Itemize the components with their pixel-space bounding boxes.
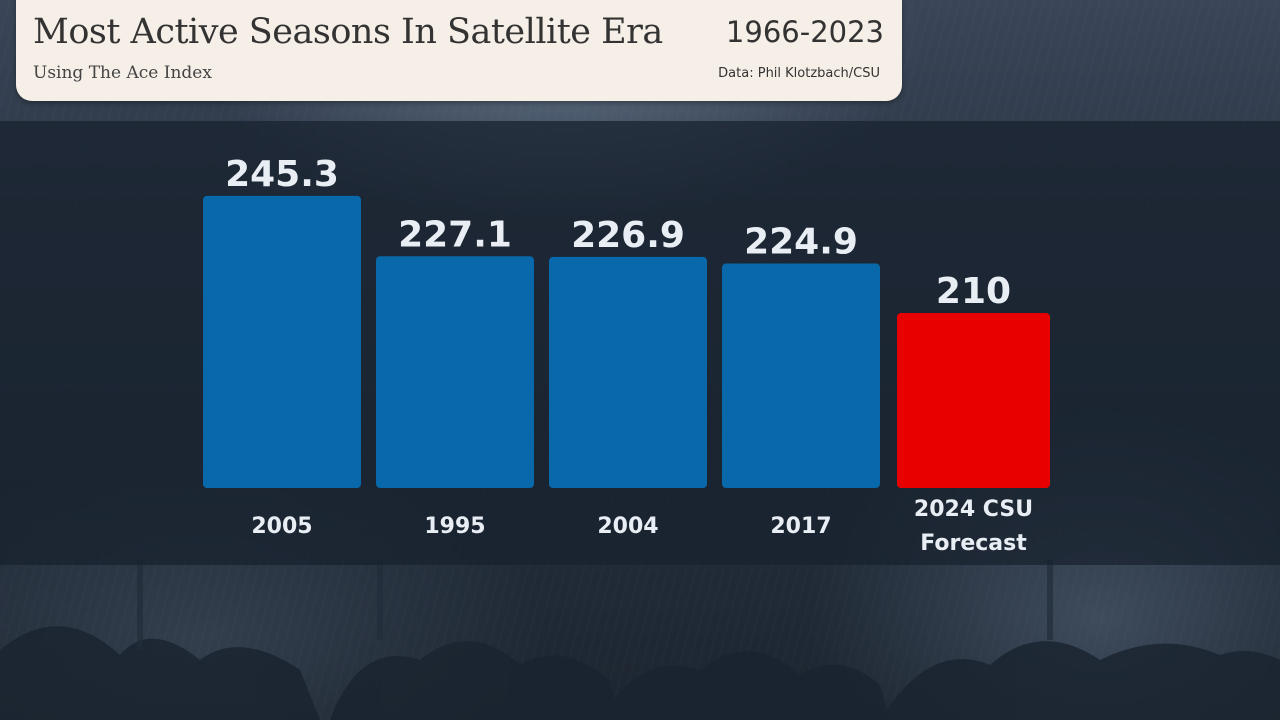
category-label: 2024 CSU bbox=[914, 497, 1033, 522]
bar-4 bbox=[897, 312, 1050, 488]
bar-3 bbox=[722, 263, 880, 488]
data-source: Data: Phil Klotzbach/CSU bbox=[718, 66, 880, 81]
value-label: 227.1 bbox=[398, 214, 512, 255]
palm-tree-silhouettes bbox=[0, 560, 1280, 720]
value-label: 224.9 bbox=[744, 222, 858, 263]
category-label: 2005 bbox=[251, 514, 312, 539]
category-label: 2017 bbox=[770, 514, 831, 539]
bar-0 bbox=[203, 195, 361, 488]
chart-title: Most Active Seasons In Satellite Era bbox=[33, 12, 663, 52]
bar-1 bbox=[376, 256, 534, 488]
category-label: 2004 bbox=[597, 514, 658, 539]
title-card: Most Active Seasons In Satellite Era 196… bbox=[16, 0, 902, 101]
value-label: 210 bbox=[936, 271, 1011, 312]
category-label: 1995 bbox=[424, 514, 485, 539]
chart-subtitle: Using The Ace Index bbox=[33, 63, 212, 83]
value-label: 226.9 bbox=[571, 215, 685, 256]
category-label: Forecast bbox=[920, 531, 1027, 556]
bar-2 bbox=[549, 256, 707, 488]
year-range: 1966-2023 bbox=[725, 15, 884, 49]
value-label: 245.3 bbox=[225, 154, 339, 195]
